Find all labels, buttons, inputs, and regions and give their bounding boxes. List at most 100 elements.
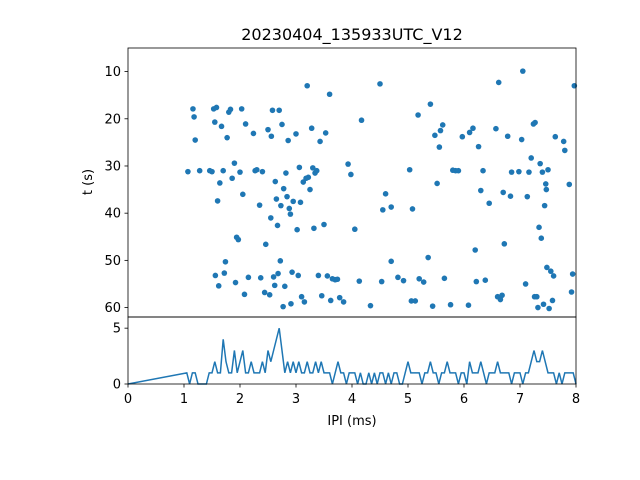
histogram-line <box>127 327 577 385</box>
raster-point <box>327 297 334 304</box>
raster-point <box>562 147 568 154</box>
raster-point <box>266 292 273 298</box>
raster-point <box>192 137 198 143</box>
raster-point <box>536 224 542 231</box>
raster-point <box>268 215 274 221</box>
raster-point <box>213 104 220 111</box>
raster-point <box>275 270 281 277</box>
raster-point <box>191 114 197 120</box>
raster-point <box>274 222 281 229</box>
raster-point <box>543 186 550 193</box>
raster-point <box>326 91 333 98</box>
raster-point <box>427 101 434 107</box>
y-tick-label: 40 <box>104 207 121 222</box>
raster-point <box>568 289 575 295</box>
raster-point <box>295 272 302 279</box>
raster-point <box>237 169 243 175</box>
raster-point <box>526 169 532 175</box>
raster-point <box>324 273 331 279</box>
raster-point <box>212 119 218 125</box>
histogram-y-ticks: 05 <box>113 322 128 393</box>
raster-point <box>232 279 239 286</box>
raster-point <box>218 123 225 130</box>
raster-point <box>541 202 548 209</box>
raster-point <box>432 132 438 139</box>
raster-point <box>504 133 511 140</box>
raster-point <box>439 122 446 128</box>
raster-point <box>415 112 421 118</box>
raster-point <box>447 301 454 308</box>
raster-point <box>259 168 266 175</box>
raster-point <box>242 121 249 127</box>
raster-point <box>215 283 222 289</box>
raster-point <box>190 106 196 112</box>
histogram-x-ticks: 0 1 2 3 4 5 6 7 8 <box>124 384 580 407</box>
raster-point <box>416 275 423 282</box>
hist-y-tick-label: 5 <box>113 322 121 337</box>
raster-point <box>277 258 284 264</box>
raster-point <box>436 144 443 150</box>
raster-point <box>185 168 191 175</box>
raster-point <box>265 126 271 133</box>
x-tick-label: 3 <box>292 392 300 407</box>
raster-point <box>227 106 234 113</box>
raster-point <box>455 167 462 174</box>
raster-point <box>220 167 226 174</box>
raster-point <box>340 299 347 305</box>
raster-point <box>465 302 472 309</box>
raster-point <box>441 275 448 282</box>
raster-point <box>429 303 436 309</box>
raster-point <box>382 191 389 197</box>
raster-point <box>475 143 482 150</box>
raster-point <box>409 206 416 212</box>
raster-point <box>196 167 203 174</box>
raster-point <box>209 168 215 175</box>
raster-y-ticks: 10 20 30 40 50 60 <box>104 65 128 316</box>
raster-point <box>241 291 248 298</box>
raster-point <box>231 160 238 166</box>
raster-point <box>516 168 522 175</box>
raster-point <box>420 279 427 285</box>
raster-point <box>522 281 529 287</box>
raster-point <box>224 134 230 141</box>
x-tick-label: 7 <box>516 392 524 407</box>
raster-point <box>222 258 229 265</box>
raster-point <box>532 119 538 126</box>
raster-point <box>318 292 325 299</box>
raster-panel: 10 20 30 40 50 60 20230404_135933UTC_V12 t (s… <box>81 25 578 318</box>
x-tick-label: 2 <box>236 392 244 407</box>
y-tick-label: 20 <box>104 112 121 127</box>
raster-point <box>378 278 385 285</box>
raster-point <box>235 236 242 243</box>
raster-point <box>566 181 573 188</box>
x-tick-label: 1 <box>180 392 188 407</box>
raster-point <box>437 127 444 134</box>
raster-point <box>493 125 499 132</box>
raster-point <box>262 241 269 248</box>
raster-point <box>250 130 257 137</box>
raster-point <box>507 193 514 199</box>
raster-point <box>279 121 285 128</box>
raster-point <box>549 297 556 304</box>
raster-point <box>317 138 323 145</box>
x-tick-label: 0 <box>124 392 132 407</box>
raster-point <box>569 271 576 277</box>
hist-y-tick-label: 0 <box>113 378 121 393</box>
raster-point <box>518 136 525 143</box>
raster-point <box>552 133 559 140</box>
raster-point <box>380 207 386 213</box>
y-axis-label: t (s) <box>81 169 96 195</box>
raster-point <box>535 304 541 311</box>
raster-point <box>508 169 515 175</box>
raster-point <box>311 225 317 232</box>
raster-point <box>520 68 526 74</box>
raster-point <box>546 305 552 312</box>
raster-point <box>388 204 395 210</box>
raster-point <box>313 167 320 174</box>
raster-point <box>495 79 502 86</box>
raster-point <box>289 269 295 275</box>
chart-title: 20230404_135933UTC_V12 <box>241 25 463 45</box>
raster-point <box>466 129 473 136</box>
